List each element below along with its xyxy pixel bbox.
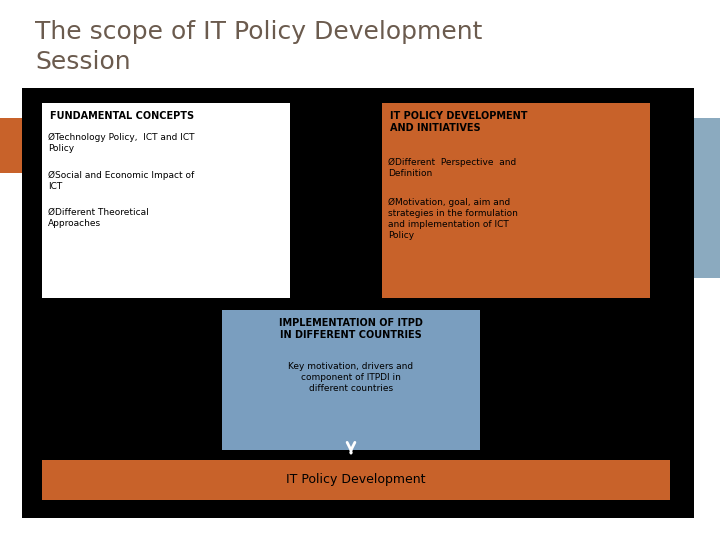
Text: The scope of IT Policy Development: The scope of IT Policy Development [35,20,482,44]
Bar [22,88,694,518]
Bar [0,118,22,173]
Text: Session: Session [35,50,130,74]
Text: IT Policy Development: IT Policy Development [287,474,426,487]
Text: IMPLEMENTATION OF ITPD
IN DIFFERENT COUNTRIES: IMPLEMENTATION OF ITPD IN DIFFERENT COUN… [279,318,423,340]
Bar [694,118,720,278]
Text: FUNDAMENTAL CONCEPTS: FUNDAMENTAL CONCEPTS [50,111,194,121]
Bar [382,103,650,298]
Text: Key motivation, drivers and
component of ITPDI in
different countries: Key motivation, drivers and component of… [289,362,413,393]
Bar [222,310,480,450]
Text: IT POLICY DEVELOPMENT
AND INITIATIVES: IT POLICY DEVELOPMENT AND INITIATIVES [390,111,528,133]
Text: ØSocial and Economic Impact of
ICT: ØSocial and Economic Impact of ICT [48,171,194,191]
Text: ØMotivation, goal, aim and
strategies in the formulation
and implementation of I: ØMotivation, goal, aim and strategies in… [388,198,518,240]
Text: ØTechnology Policy,  ICT and ICT
Policy: ØTechnology Policy, ICT and ICT Policy [48,133,194,153]
Text: ØDifferent Theoretical
Approaches: ØDifferent Theoretical Approaches [48,208,149,228]
Text: ØDifferent  Perspective  and
Definition: ØDifferent Perspective and Definition [388,158,516,178]
Bar [42,460,670,500]
Bar [42,103,290,298]
